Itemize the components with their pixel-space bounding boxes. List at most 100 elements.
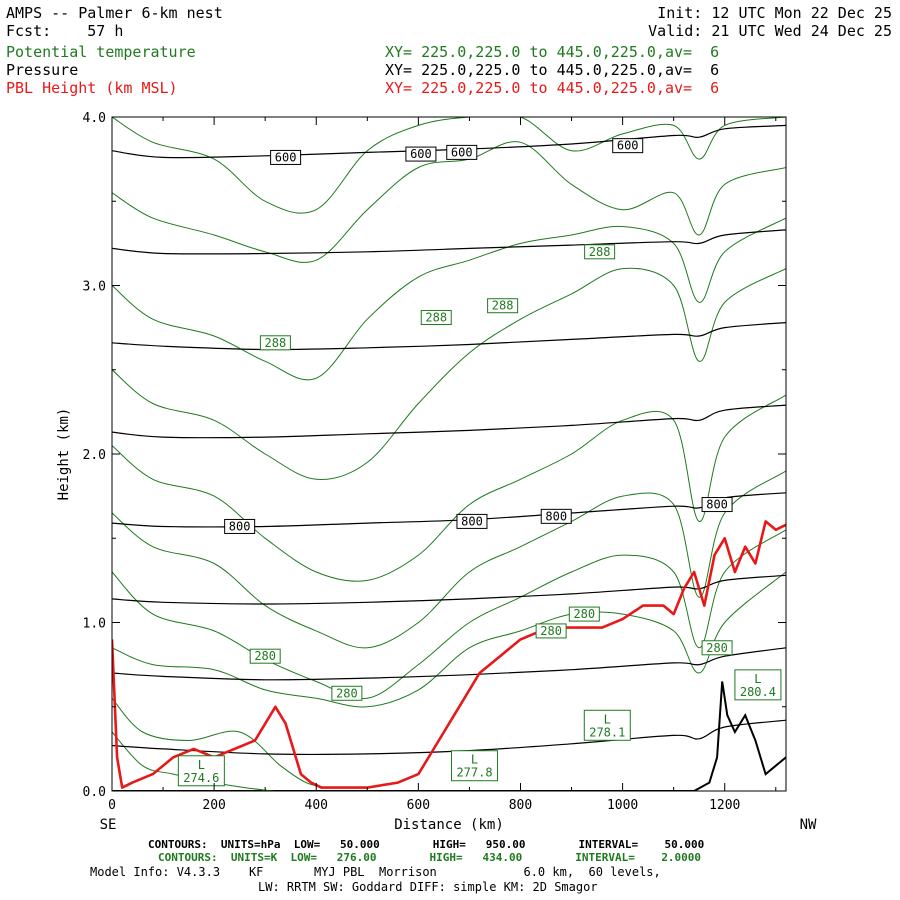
pressure-contour-600: [112, 124, 786, 159]
x-axis-right-end: NW: [800, 817, 817, 833]
theta-label-6-box: [535, 623, 567, 639]
valid-time: Valid: 21 UTC Wed 24 Dec 25: [648, 22, 892, 40]
low-extremum-box: [177, 755, 225, 787]
x-tick-label: 0: [108, 798, 116, 813]
pressure-label-6-box: [540, 508, 572, 524]
pressure-label-4: 800: [224, 518, 256, 534]
theta-contour-282: [112, 529, 786, 700]
pressure-contour-800: [112, 492, 786, 528]
y-tick-label: 0.0: [83, 785, 106, 800]
footer-theta-contours: CONTOURS: UNITS=K LOW= 276.00 HIGH= 434.…: [158, 851, 702, 864]
theta-label-0-text: 288: [265, 336, 287, 350]
theta-contour-276: [112, 731, 317, 791]
y-axis-label: Height (km): [56, 408, 72, 501]
pressure-label-1-text: 600: [410, 147, 432, 161]
pressure-label-7-text: 800: [706, 498, 728, 512]
pressure-label-0: 600: [270, 149, 302, 165]
plot-frame: [111, 116, 787, 792]
theta-label-8: 280: [701, 640, 733, 656]
x-axis-label: Distance (km): [394, 817, 504, 833]
low-extremum-letter: L: [754, 672, 761, 686]
theta-label-3-text: 288: [589, 245, 611, 259]
init-time: Init: 12 UTC Mon 22 Dec 25: [657, 4, 892, 22]
x-tick-label: 400: [305, 798, 328, 813]
theta-label-6: 280: [535, 623, 567, 639]
x-tick-label: 600: [407, 798, 430, 813]
theta-label-3: 288: [584, 244, 616, 260]
theta-contour-278: [112, 697, 327, 789]
pressure-label-7-box: [701, 497, 733, 513]
pressure-label-5-text: 800: [461, 514, 483, 528]
field-xy-pressure: XY= 225.0,225.0 to 445.0,225.0,av= 6: [385, 61, 720, 79]
forecast-hour: Fcst: 57 h: [6, 22, 124, 40]
pressure-label-4-box: [224, 518, 256, 534]
low-extremum-value: 274.6: [183, 771, 219, 785]
low-extremum-value: 280.4: [740, 685, 776, 699]
terrain-line: [112, 681, 786, 791]
low-extremum-box: [734, 669, 782, 701]
theta-label-4-text: 280: [254, 649, 276, 663]
theta-label-8-text: 280: [706, 641, 728, 655]
low-extremum-letter: L: [471, 753, 478, 767]
theta-label-5-text: 280: [336, 686, 358, 700]
theta-label-1-box: [420, 310, 452, 326]
chart-title: AMPS -- Palmer 6-km nest: [6, 4, 223, 22]
pressure-contour-850: [112, 574, 786, 605]
footer-pressure-contours: CONTOURS: UNITS=hPa LOW= 50.000 HIGH= 95…: [148, 838, 705, 851]
pressure-label-0-box: [270, 149, 302, 165]
y-tick-label: 1.0: [83, 617, 106, 632]
theta-label-5-box: [331, 685, 363, 701]
x-tick-label: 1000: [607, 798, 638, 813]
y-tick-label: 4.0: [83, 111, 106, 126]
theta-contour-294: [112, 117, 786, 214]
low-extremum-box: [451, 750, 499, 782]
theta-label-4: 280: [249, 648, 281, 664]
field-xy-pbl: XY= 225.0,225.0 to 445.0,225.0,av= 6: [385, 79, 720, 97]
pressure-label-0-text: 600: [275, 150, 297, 164]
theta-contour-288: [112, 267, 786, 480]
pressure-contour-750: [112, 404, 786, 439]
theta-label-0-box: [259, 335, 291, 351]
pressure-label-3-box: [612, 138, 644, 154]
pressure-label-2-text: 600: [451, 145, 473, 159]
pressure-contour-950: [112, 719, 786, 756]
pressure-label-7: 800: [701, 497, 733, 513]
theta-label-7-box: [568, 606, 600, 622]
pressure-label-1-box: [405, 146, 437, 162]
pressure-label-6: 800: [540, 508, 572, 524]
low-extremum-box: [583, 709, 631, 741]
theta-label-7-text: 280: [573, 607, 595, 621]
pressure-label-3: 600: [612, 138, 644, 154]
field-name-theta: Potential temperature: [6, 43, 196, 61]
pressure-label-5: 800: [456, 513, 488, 529]
low-extremum-letter: L: [198, 758, 205, 772]
theta-label-3-box: [584, 244, 616, 260]
theta-contour-284: [112, 470, 786, 649]
theta-label-8-box: [701, 640, 733, 656]
x-tick-label: 1200: [709, 798, 740, 813]
theta-contour-286: [112, 394, 786, 582]
theta-label-4-box: [249, 648, 281, 664]
theta-label-1: 288: [420, 310, 452, 326]
theta-label-0: 288: [259, 335, 291, 351]
theta-label-2-text: 288: [492, 299, 514, 313]
field-xy-theta: XY= 225.0,225.0 to 445.0,225.0,av= 6: [385, 43, 720, 61]
x-axis-left-end: SE: [100, 817, 117, 833]
pressure-label-6-text: 800: [545, 509, 567, 523]
pressure-contour-650: [112, 229, 786, 255]
theta-contour-280: [112, 571, 786, 708]
low-extremum-value: 278.1: [589, 725, 625, 739]
theta-label-2: 288: [487, 298, 519, 314]
pressure-label-3-text: 600: [617, 139, 639, 153]
pressure-contour-700: [112, 322, 786, 351]
theta-label-6-text: 280: [540, 624, 562, 638]
x-tick-label: 200: [202, 798, 225, 813]
theta-label-7: 280: [568, 606, 600, 622]
theta-label-5: 280: [331, 685, 363, 701]
pressure-label-5-box: [456, 513, 488, 529]
pressure-label-4-text: 800: [229, 519, 251, 533]
